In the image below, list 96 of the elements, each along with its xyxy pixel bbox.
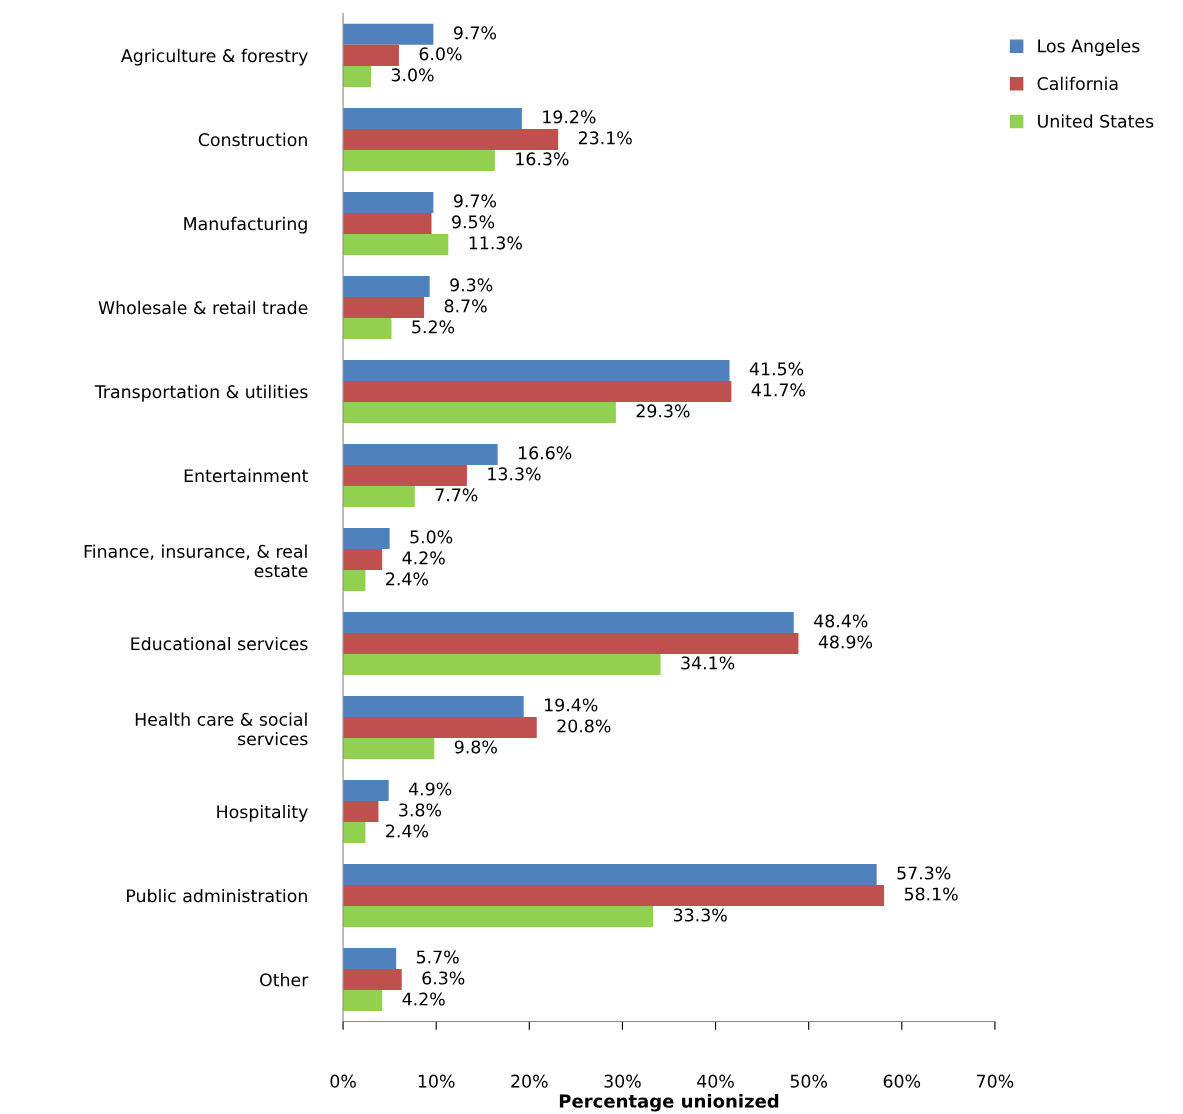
data-label: 4.2% bbox=[402, 992, 445, 1006]
bar bbox=[343, 149, 495, 171]
bar bbox=[343, 632, 799, 654]
data-label: 5.7% bbox=[416, 950, 459, 964]
data-label: 6.3% bbox=[422, 971, 465, 985]
x-tick-label: 50% bbox=[790, 1074, 827, 1088]
data-label: 8.7% bbox=[444, 299, 487, 313]
bar bbox=[343, 107, 522, 129]
data-label: 41.7% bbox=[751, 383, 806, 397]
data-label: 23.1% bbox=[578, 131, 632, 145]
bar bbox=[343, 737, 435, 759]
data-label: 19.2% bbox=[543, 110, 596, 124]
bar bbox=[343, 716, 537, 738]
bar bbox=[343, 864, 877, 886]
bar bbox=[343, 948, 397, 970]
bar bbox=[343, 801, 379, 822]
bar bbox=[343, 275, 430, 297]
data-label: 41.5% bbox=[749, 362, 804, 376]
y-tick-label: Manufacturing bbox=[184, 216, 307, 234]
bar bbox=[343, 527, 390, 549]
x-tick-label: 40% bbox=[697, 1074, 734, 1088]
data-label: 4.9% bbox=[408, 782, 452, 796]
x-tick-label: 20% bbox=[511, 1074, 548, 1088]
bar bbox=[343, 969, 402, 991]
bar bbox=[343, 233, 449, 255]
y-tick-label: Educational services bbox=[131, 636, 308, 651]
data-label: 5.0% bbox=[410, 530, 453, 544]
bar bbox=[343, 44, 399, 66]
bar bbox=[343, 296, 425, 318]
bar bbox=[343, 990, 383, 1012]
data-label: 11.3% bbox=[469, 236, 522, 250]
bar bbox=[343, 65, 372, 87]
data-label: 5.2% bbox=[412, 320, 455, 334]
bar bbox=[343, 695, 524, 717]
x-axis-title: Percentage unionized bbox=[559, 1093, 779, 1112]
legend-label: Los Angeles bbox=[1038, 39, 1140, 56]
data-label: 20.8% bbox=[557, 719, 611, 733]
x-tick-label: 30% bbox=[604, 1074, 641, 1088]
bar bbox=[343, 212, 432, 234]
data-label: 3.8% bbox=[399, 803, 442, 817]
x-tick-label: 60% bbox=[883, 1074, 921, 1088]
data-label: 9.5% bbox=[452, 215, 495, 229]
data-label: 2.4% bbox=[386, 572, 429, 586]
y-tick-label: Wholesale & retail trade bbox=[98, 300, 308, 315]
data-label: 2.4% bbox=[386, 824, 429, 838]
x-tick-label: 0% bbox=[330, 1074, 356, 1088]
data-label: 33.3% bbox=[673, 908, 727, 922]
bar bbox=[343, 885, 885, 907]
data-label: 9.7% bbox=[453, 194, 496, 208]
y-tick-label: Finance, insurance, & real estate bbox=[84, 544, 308, 578]
bar bbox=[343, 23, 434, 45]
y-tick-label: Entertainment bbox=[184, 468, 308, 483]
data-label: 48.9% bbox=[818, 635, 873, 649]
bar bbox=[343, 401, 616, 423]
bar bbox=[343, 569, 366, 591]
bar bbox=[343, 464, 467, 486]
data-label: 7.7% bbox=[435, 488, 478, 502]
x-tick-label: 10% bbox=[418, 1074, 455, 1088]
data-label: 4.2% bbox=[402, 551, 445, 565]
data-label: 48.4% bbox=[814, 614, 868, 628]
data-label: 6.0% bbox=[419, 47, 462, 61]
bar bbox=[343, 548, 383, 570]
bar bbox=[343, 380, 732, 402]
y-tick-label: Transportation & utilities bbox=[94, 384, 308, 402]
data-label: 19.4% bbox=[545, 698, 598, 712]
data-label: 9.7% bbox=[453, 26, 496, 40]
y-tick-label: Hospitality bbox=[217, 804, 308, 822]
bar bbox=[343, 359, 730, 381]
bar bbox=[343, 822, 366, 844]
bar bbox=[343, 317, 392, 339]
data-label: 29.3% bbox=[636, 404, 690, 418]
data-label: 57.3% bbox=[897, 866, 951, 880]
bar bbox=[343, 611, 794, 633]
y-tick-label: Construction bbox=[198, 132, 307, 147]
data-label: 3.0% bbox=[391, 68, 434, 82]
bar bbox=[343, 906, 654, 928]
bar bbox=[343, 653, 661, 675]
data-label: 16.3% bbox=[516, 152, 569, 166]
bar bbox=[343, 485, 415, 507]
data-label: 34.1% bbox=[681, 656, 735, 670]
y-tick-label: Other bbox=[260, 972, 309, 987]
legend-label: California bbox=[1037, 76, 1118, 91]
data-label: 9.3% bbox=[450, 278, 493, 292]
legend-label: United States bbox=[1038, 114, 1154, 128]
y-tick-label: Agriculture & forestry bbox=[121, 48, 308, 66]
data-label: 58.1% bbox=[904, 887, 958, 901]
x-tick-label: 70% bbox=[977, 1074, 1014, 1088]
bar bbox=[343, 443, 498, 465]
bar bbox=[343, 780, 389, 801]
data-label: 9.8% bbox=[454, 740, 497, 754]
data-label: 16.6% bbox=[519, 446, 572, 460]
y-tick-label: Public administration bbox=[127, 888, 307, 903]
bar bbox=[343, 128, 559, 150]
y-tick-label: Health care & social services bbox=[135, 712, 308, 746]
data-label: 13.3% bbox=[488, 467, 541, 481]
bar bbox=[343, 191, 434, 213]
